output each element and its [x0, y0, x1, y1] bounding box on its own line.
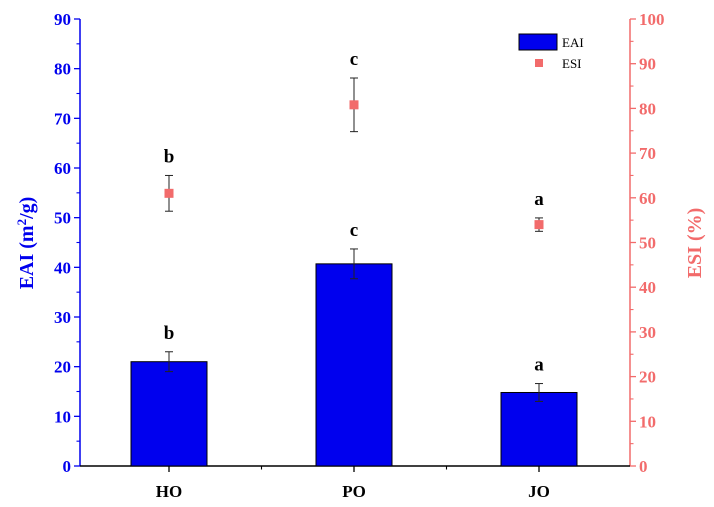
right-tick-label: 60	[639, 189, 656, 208]
point-significance-label: a	[534, 189, 544, 210]
left-tick-label: 80	[54, 60, 71, 79]
legend-esi-label: ESI	[562, 56, 582, 71]
right-tick-label: 70	[639, 144, 656, 163]
esi-point-ho	[164, 188, 174, 198]
right-tick-label: 80	[639, 99, 656, 118]
bar-significance-label: c	[350, 220, 358, 241]
left-tick-label: 0	[63, 457, 72, 476]
left-tick-label: 50	[54, 209, 71, 228]
left-tick-label: 30	[54, 308, 71, 327]
legend-eai-swatch	[518, 33, 558, 51]
point-significance-label: b	[164, 146, 175, 167]
right-tick-label: 50	[639, 234, 656, 253]
x-tick-label: PO	[342, 482, 366, 501]
bar-po	[315, 263, 393, 467]
bar-significance-label: b	[164, 323, 175, 344]
right-tick-label: 40	[639, 278, 656, 297]
right-tick-label: 100	[639, 10, 665, 29]
plot-area: 0 10 20 30 40 50 60 70 80 90 0 10 20 30 40 50 60 70 80 90 10…	[14, 10, 706, 501]
right-tick-label: 90	[639, 55, 656, 74]
right-axis-title: ESI (%)	[684, 208, 706, 279]
left-axis-title: EAI (m2/g)	[14, 197, 38, 290]
left-tick-label: 20	[54, 358, 71, 377]
right-tick-label: 20	[639, 368, 656, 387]
esi-point-po	[349, 100, 359, 110]
x-tick-label: JO	[528, 482, 550, 501]
right-tick-label: 30	[639, 323, 656, 342]
legend-eai-label: EAI	[562, 35, 584, 50]
right-tick-label: 10	[639, 412, 656, 431]
left-tick-label: 60	[54, 159, 71, 178]
point-significance-label: c	[350, 49, 358, 70]
bar-jo	[500, 391, 578, 467]
esi-point-jo	[534, 220, 544, 230]
bar-ho	[130, 361, 208, 467]
left-tick-label: 90	[54, 10, 71, 29]
left-tick-label: 40	[54, 258, 71, 277]
right-tick-label: 0	[639, 457, 648, 476]
legend-esi-swatch	[535, 59, 543, 67]
left-tick-label: 10	[54, 407, 71, 426]
left-tick-label: 70	[54, 109, 71, 128]
x-tick-label: HO	[156, 482, 182, 501]
bar-significance-label: a	[534, 355, 544, 376]
